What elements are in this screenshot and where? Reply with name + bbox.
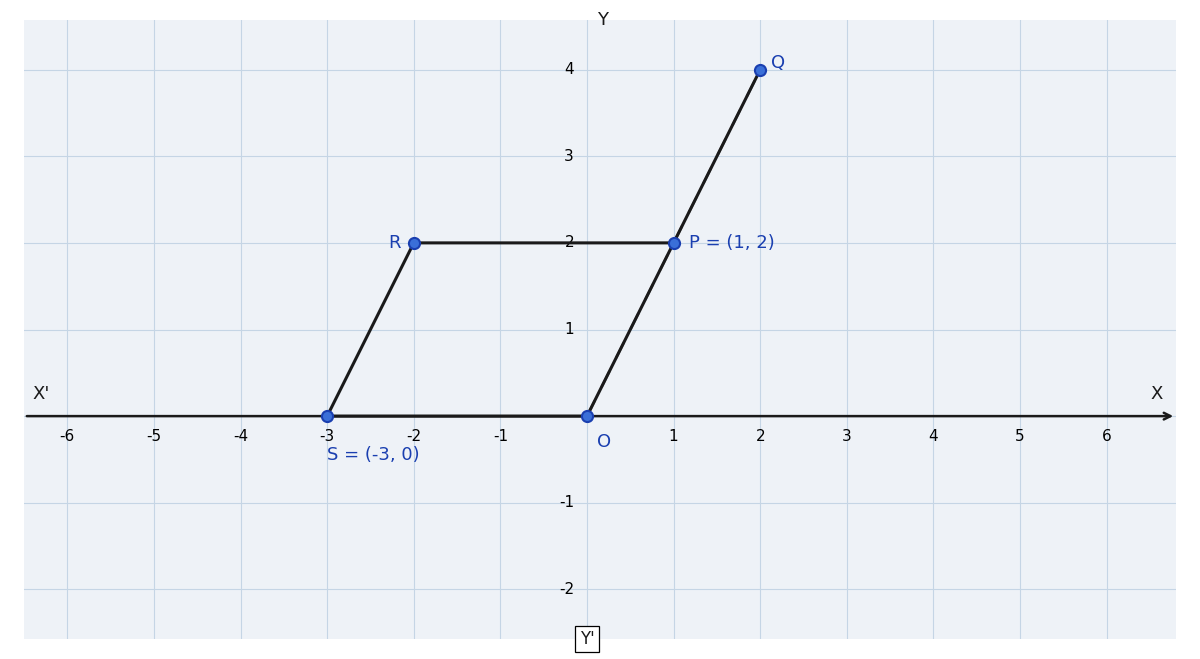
Text: Y': Y' [580,630,594,648]
Text: X: X [1151,385,1163,403]
Text: Y: Y [598,11,608,29]
Text: -6: -6 [60,429,74,444]
Text: 1: 1 [564,322,574,337]
Text: -5: -5 [146,429,162,444]
Text: 2: 2 [756,429,766,444]
Text: -4: -4 [233,429,248,444]
Text: 4: 4 [564,62,574,77]
Text: R: R [389,234,401,252]
Text: 2: 2 [564,235,574,250]
Text: 5: 5 [1015,429,1025,444]
Text: 3: 3 [842,429,852,444]
Text: 3: 3 [564,149,574,164]
Text: -3: -3 [319,429,335,444]
Text: O: O [598,433,612,451]
Text: P = (1, 2): P = (1, 2) [689,234,775,252]
Text: -2: -2 [559,582,574,597]
Text: Q: Q [770,54,785,72]
Text: 4: 4 [929,429,938,444]
Text: -2: -2 [407,429,421,444]
Text: -1: -1 [493,429,508,444]
Text: 6: 6 [1102,429,1111,444]
Text: X': X' [32,385,50,403]
Text: 1: 1 [668,429,678,444]
Text: -1: -1 [559,495,574,510]
Text: S = (-3, 0): S = (-3, 0) [328,446,420,464]
